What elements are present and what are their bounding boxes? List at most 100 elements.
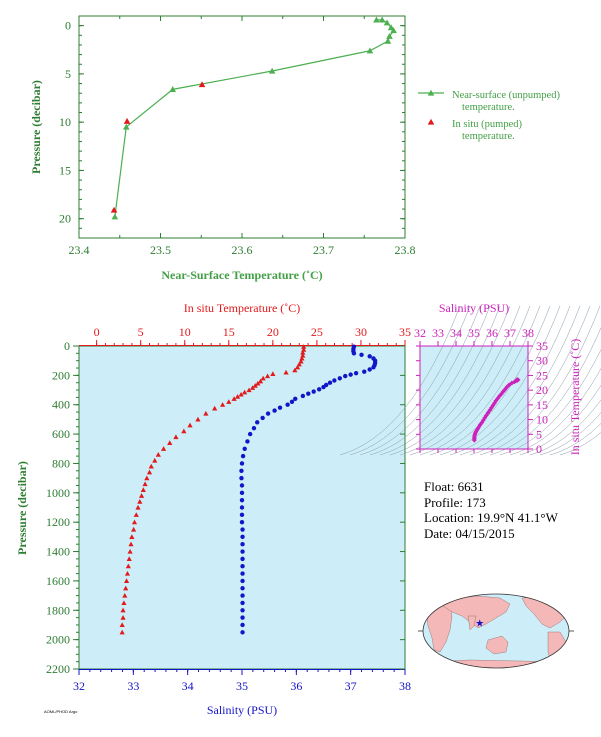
float-id: Float: 6631 — [424, 479, 484, 494]
near-surface-point — [111, 213, 119, 220]
temperature-point — [155, 452, 161, 457]
temperature-point — [195, 416, 201, 422]
profile-salinity-ticks: 32 33 34 35 36 37 38 — [73, 669, 411, 693]
salinity-point — [367, 354, 372, 359]
salinity-point — [255, 420, 260, 425]
ts-point — [497, 393, 502, 399]
pressure-tick-label: 2200 — [46, 662, 70, 676]
salinity-point — [245, 439, 250, 444]
salinity-point — [239, 512, 245, 518]
pressure-tick-label: 1400 — [46, 545, 70, 559]
salinity-point — [240, 453, 246, 459]
salinity-point — [242, 446, 247, 451]
temperature-point — [242, 389, 248, 395]
near-surface-line — [114, 19, 395, 217]
temperature-point — [255, 380, 261, 386]
density-contour — [349, 305, 471, 456]
temperature-point — [125, 563, 131, 569]
density-contour — [499, 348, 601, 456]
salinity-tick-label: 32 — [73, 679, 85, 693]
ts-salinity-ticks: 32 33 34 35 36 37 38 — [414, 326, 534, 453]
density-contour — [429, 305, 551, 456]
profile-marks — [119, 344, 378, 635]
pressure-tick-label: 1600 — [46, 574, 70, 588]
salinity-point — [239, 461, 245, 466]
pressure-tick-label: 600 — [52, 427, 70, 441]
temperature-point — [226, 399, 232, 404]
temperature-point — [131, 526, 137, 532]
temperature-point — [238, 391, 244, 397]
salinity-point — [239, 483, 245, 488]
salinity-point — [327, 380, 333, 385]
footer-credit: AOML/PHOD Argo — [44, 709, 78, 714]
temperature-point — [140, 487, 146, 492]
ts-x-tick-label: 33 — [432, 326, 444, 340]
near-surface-x-ticks: 23.4 23.5 23.6 23.7 23.8 — [69, 16, 416, 257]
map-land-australia — [485, 635, 509, 655]
near-surface-chart: 23.4 23.5 23.6 23.7 23.8 0 5 10 15 20 Near-Surfa… — [29, 15, 560, 282]
pressure-tick-label: 1000 — [46, 486, 70, 500]
density-contour — [399, 305, 521, 456]
density-contour — [509, 368, 601, 456]
temperature-point — [167, 440, 173, 445]
temperature-tick-label: 20 — [267, 325, 279, 339]
temperature-point — [231, 396, 237, 401]
near-surface-point — [378, 16, 386, 23]
near-surface-marks — [110, 16, 397, 220]
x-tick-label: 23.6 — [232, 243, 253, 257]
temperature-point — [181, 428, 187, 434]
temperature-point — [128, 541, 134, 547]
salinity-point — [240, 630, 245, 635]
profile-number: Profile: 173 — [424, 494, 486, 510]
ts-x-tick-label: 37 — [504, 326, 516, 340]
density-contour — [389, 305, 511, 456]
temperature-point — [160, 446, 167, 451]
temperature-point — [270, 371, 276, 376]
temperature-point — [212, 405, 218, 411]
salinity-point — [240, 564, 245, 569]
density-contour — [449, 305, 571, 456]
temperature-tick-label: 35 — [399, 325, 411, 339]
temperature-point — [220, 402, 226, 407]
salinity-point — [239, 497, 245, 503]
temperature-point — [260, 375, 266, 381]
salinity-point — [272, 408, 277, 413]
density-contour — [409, 305, 531, 456]
salinity-tick-label: 34 — [182, 679, 194, 693]
profile-pressure-ticks: 0 200 400 600 800 1000 1200 1400 1600 1800 2000 220… — [46, 339, 405, 676]
near-surface-point — [390, 27, 397, 34]
density-contour — [479, 305, 601, 456]
salinity-tick-label: 33 — [127, 679, 139, 693]
x-tick-label: 23.7 — [313, 243, 334, 257]
salinity-tick-label: 38 — [399, 679, 411, 693]
profile-chart: 0 5 10 15 20 25 30 35 32 33 34 35 36 37 38 0 200 400 600… — [15, 301, 411, 717]
legend-marker-in-situ — [427, 118, 435, 125]
float-location-map: ★ — [418, 593, 574, 669]
temperature-point — [252, 383, 258, 388]
map-land-india — [467, 615, 477, 631]
temperature-point — [131, 519, 138, 525]
density-contour — [439, 305, 561, 456]
temperature-tick-label: 0 — [94, 325, 100, 339]
salinity-point — [300, 393, 306, 399]
salinity-point — [362, 369, 367, 374]
salinity-tick-label: 35 — [236, 679, 248, 693]
temperature-point — [203, 410, 209, 416]
temperature-point — [187, 422, 193, 428]
x-tick-label: 23.8 — [395, 243, 416, 257]
salinity-point — [351, 351, 357, 356]
temperature-tick-label: 25 — [311, 325, 323, 339]
salinity-point — [239, 519, 245, 525]
y-tick-label: 5 — [65, 67, 71, 81]
temperature-point — [123, 585, 129, 591]
salinity-point — [285, 402, 290, 407]
ts-point — [492, 400, 497, 406]
ts-y-tick-label: 5 — [536, 427, 542, 441]
location: Location: 19.9°N 41.1°W — [424, 510, 558, 525]
temperature-tick-label: 5 — [138, 325, 144, 339]
near-surface-legend: Near-surface (unpumped) temperature. In … — [418, 89, 560, 142]
salinity-point — [289, 399, 295, 404]
near-surface-point — [169, 86, 177, 92]
